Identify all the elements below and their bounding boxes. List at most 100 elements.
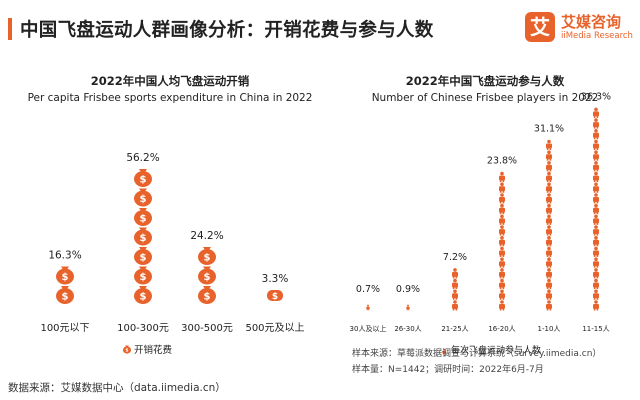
person-icon: [546, 139, 552, 150]
person-icon: [593, 300, 599, 311]
bar-11-15人: [593, 107, 599, 311]
bar-16-20人: [499, 171, 505, 311]
person-icon: [546, 150, 552, 161]
category-label: 21-25人: [441, 325, 468, 333]
person-icon: [499, 225, 505, 236]
person-icon: [452, 289, 458, 300]
money-bag-icon: $: [134, 188, 152, 207]
legend-label: 每次飞盘运动参与人数: [451, 344, 541, 356]
person-icon: [546, 225, 552, 236]
money-bag-icon: $: [198, 247, 216, 265]
person-icon: [546, 278, 552, 290]
person-icon: [593, 268, 599, 279]
category-label: 26-30人: [394, 325, 421, 333]
person-icon: [546, 300, 552, 311]
person-icon: [593, 129, 599, 140]
svg-text:$: $: [204, 253, 211, 264]
person-icon: [499, 278, 505, 290]
legend-marker: $: [122, 345, 132, 354]
person-icon: [499, 182, 505, 193]
bar-30人及以上: [366, 304, 370, 311]
person-icon: [499, 203, 505, 215]
person-icon: [593, 171, 599, 183]
bar-300-500元: $ $ $: [198, 247, 216, 304]
person-icon: [593, 214, 599, 225]
brand-logo: 艾 艾媒咨询 iiMedia Research: [525, 12, 633, 46]
players-chart: 0.7% 30人及以上 0.9% 26-30人 7.2% 21-25人 23.8% 16-20…: [350, 91, 612, 356]
money-bag-icon: $: [134, 169, 152, 187]
money-bag-icon: $: [198, 286, 216, 304]
person-icon: [593, 150, 599, 161]
svg-text:$: $: [140, 272, 147, 283]
person-icon: [546, 236, 552, 247]
bar-26-30人: [406, 304, 410, 311]
data-label: 16.3%: [48, 250, 81, 262]
person-icon: [406, 304, 410, 311]
bar-100-300元: $ $ $ $ $ $ $: [134, 169, 152, 304]
person-icon: [499, 171, 505, 183]
data-label: 23.8%: [487, 156, 517, 167]
svg-text:$: $: [140, 233, 147, 244]
svg-text:$: $: [204, 272, 211, 283]
header-accent-bar: [8, 18, 12, 40]
person-icon: [593, 203, 599, 215]
person-icon: [499, 289, 505, 300]
category-label: 300-500元: [181, 323, 233, 334]
data-label: 56.2%: [126, 152, 159, 164]
data-label: 31.1%: [534, 124, 564, 135]
data-label: 36.3%: [581, 91, 611, 102]
person-icon: [593, 236, 599, 247]
person-icon: [593, 182, 599, 193]
person-icon: [499, 193, 505, 204]
svg-text:$: $: [62, 292, 69, 303]
category-label: 500元及以上: [245, 322, 304, 334]
svg-text:$: $: [140, 214, 147, 225]
legend-marker: [442, 348, 446, 355]
category-label: 100元以下: [40, 323, 89, 334]
person-icon: [452, 268, 458, 279]
money-bag-icon: $: [56, 286, 74, 304]
person-icon: [546, 203, 552, 215]
person-icon: [546, 268, 552, 279]
bar-21-25人: [452, 268, 458, 311]
category-label: 11-15人: [582, 325, 609, 333]
money-bag-icon: $: [134, 286, 152, 304]
sample-size: 样本量：N=1442；调研时间：2022年6月-7月: [352, 365, 544, 375]
person-icon: [593, 139, 599, 150]
data-source: 数据来源：艾媒数据中心（data.iimedia.cn）: [8, 382, 226, 394]
person-icon: [593, 118, 599, 129]
data-label: 0.9%: [396, 284, 420, 295]
money-bag-icon: $: [198, 266, 216, 285]
person-icon: [499, 214, 505, 225]
sample-source: 样本来源：草莓派数据调查与计算系统（survey.iimedia.cn）: [352, 349, 602, 359]
category-label: 30人及以上: [350, 324, 387, 333]
logo-name-cn: 艾媒咨询: [561, 13, 622, 31]
person-icon: [499, 257, 505, 268]
bar-1-10人: [546, 139, 552, 311]
logo-mark: 艾: [525, 12, 555, 42]
person-icon: [593, 246, 599, 257]
logo-name-en: iiMedia Research: [561, 31, 633, 41]
svg-text:$: $: [140, 292, 147, 303]
person-icon: [452, 278, 458, 290]
person-icon: [499, 236, 505, 247]
money-bag-icon: $: [134, 227, 152, 246]
left-chart-title: 2022年中国人均飞盘运动开销: [90, 74, 250, 88]
svg-text:$: $: [140, 194, 147, 205]
person-icon: [593, 161, 599, 172]
bar-500元及以上: $: [267, 290, 283, 302]
money-bag-icon: $: [134, 266, 152, 285]
person-icon: [499, 246, 505, 257]
person-icon: [593, 193, 599, 204]
money-bag-icon: $: [134, 247, 152, 265]
category-label: 100-300元: [117, 323, 169, 334]
svg-text:$: $: [140, 253, 147, 264]
bar-100元以下: $$: [56, 266, 74, 304]
person-icon: [546, 289, 552, 300]
svg-text:$: $: [204, 292, 211, 303]
person-icon: [546, 182, 552, 193]
person-icon: [546, 161, 552, 172]
person-icon: [593, 225, 599, 236]
person-icon: [593, 257, 599, 268]
category-label: 1-10人: [538, 325, 561, 333]
